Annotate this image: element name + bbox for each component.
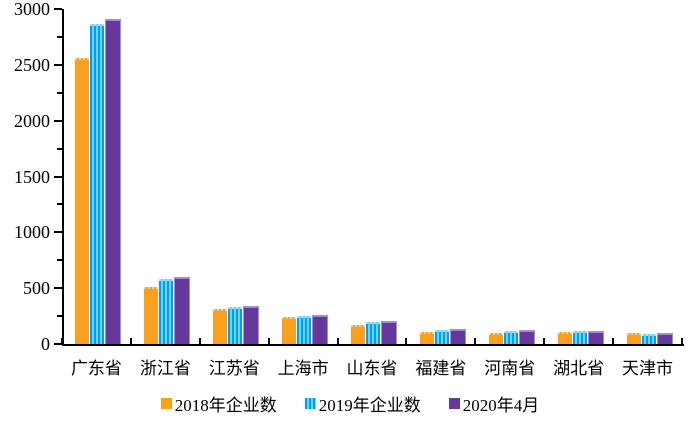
legend-swatch-icon [448,398,460,409]
y-axis-major-tick [54,63,62,66]
category-label: 上海市 [277,359,329,378]
y-axis-major-tick [54,343,62,345]
bar-series1-cat2 [228,306,243,344]
legend-swatch-icon [304,398,316,409]
category-label: 河南省 [484,359,536,378]
category-label: 福建省 [415,359,467,378]
y-axis-major-tick [54,119,62,122]
y-axis-major-tick [54,287,62,290]
x-axis-tick [267,338,270,344]
category-label: 江苏省 [208,359,260,378]
bar-series0-cat1 [144,287,159,344]
bar-series0-cat7 [557,331,572,344]
category-label: 浙江省 [139,359,191,378]
x-axis-tick [61,338,63,344]
bar-series1-cat7 [572,331,587,344]
bar-series1-cat3 [297,316,312,344]
legend-item: 2018年企业数 [160,391,277,416]
y-axis-major-tick [54,8,62,10]
x-axis-tick [612,338,615,344]
x-axis-tick [474,338,477,344]
legend-label: 2019年企业数 [318,396,421,415]
bar-series2-cat1 [174,277,191,344]
y-axis-minor-tick [57,315,62,318]
bar-group [477,9,546,344]
legend-item: 2020年4月 [448,391,540,416]
bar-series2-cat0 [105,18,122,344]
bar-series1-cat5 [434,329,449,344]
bar-group [271,9,340,344]
bar-series2-cat5 [449,328,466,344]
bar-series1-cat8 [641,334,656,344]
bar-series1-cat4 [365,321,380,344]
bar-series0-cat8 [626,333,641,344]
legend-swatch-icon [160,398,172,409]
bar-series0-cat5 [419,332,434,344]
bar-series2-cat3 [312,314,329,344]
y-tick-label: 500 [23,278,50,299]
bar-series1-cat1 [159,278,174,344]
y-axis-minor-tick [57,203,62,206]
y-tick-label: 2500 [14,54,50,75]
y-tick-label: 1000 [14,222,50,243]
bar-group [615,9,684,344]
x-axis-tick [336,338,339,344]
bar-group [408,9,477,344]
x-axis-tick [198,338,201,344]
category-label: 天津市 [622,359,674,378]
category-label: 山东省 [346,359,398,378]
bar-series0-cat2 [213,309,228,344]
legend: 2018年企业数 2019年企业数 2020年4月 [0,391,700,416]
x-axis-tick [543,338,546,344]
x-axis-tick [129,338,132,344]
bar-group [202,9,271,344]
bar-series0-cat4 [350,324,365,344]
y-axis-minor-tick [57,35,62,38]
bar-series0-cat6 [488,333,503,344]
legend-label: 2020年4月 [462,396,540,415]
bar-series2-cat2 [243,306,260,344]
y-tick-label: 0 [41,334,50,354]
x-axis-tick [405,338,408,344]
y-tick-label: 2000 [14,110,50,131]
y-axis-major-tick [54,175,62,178]
plot-area [62,9,684,346]
bar-group [340,9,409,344]
bar-series2-cat4 [380,321,397,344]
bar-series0-cat3 [282,316,297,344]
bar-series1-cat0 [90,24,105,344]
y-tick-label: 1500 [14,166,50,187]
bar-series2-cat6 [518,330,535,344]
bar-series0-cat0 [75,57,90,344]
y-axis-major-tick [54,231,62,234]
category-label: 湖北省 [553,359,605,378]
bar-group [546,9,615,344]
category-label: 广东省 [70,359,122,378]
y-tick-label: 3000 [14,0,50,19]
bar-series1-cat6 [503,331,518,344]
y-axis-minor-tick [57,91,62,94]
bar-series2-cat7 [587,331,604,344]
y-axis-minor-tick [57,147,62,150]
legend-item: 2019年企业数 [304,391,421,416]
bar-group [133,9,202,344]
x-axis-tick [681,338,683,344]
y-axis-minor-tick [57,259,62,262]
bar-series2-cat8 [656,332,673,344]
legend-label: 2018年企业数 [174,396,277,415]
bar-group [64,9,133,344]
